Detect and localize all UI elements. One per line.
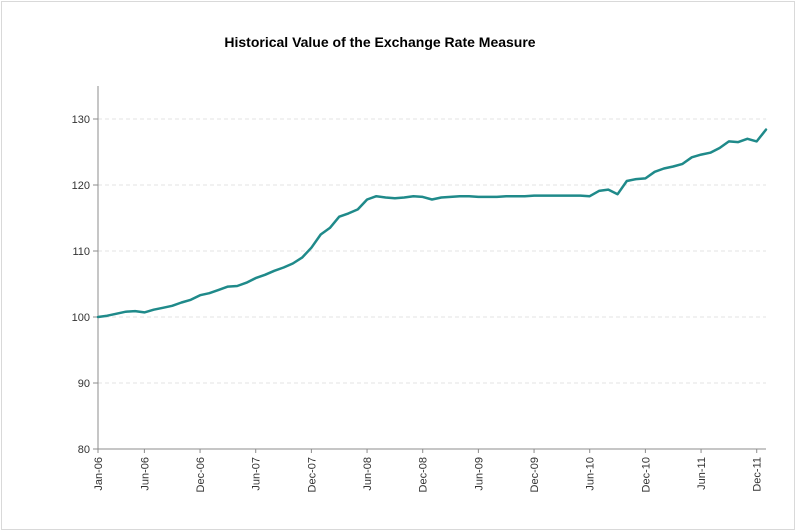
y-tick-labels: 80 90 100 110 120 130 (72, 114, 90, 456)
x-tick-label: Dec-07 (306, 457, 318, 492)
series-line-0 (96, 128, 768, 319)
y-tick-label: 120 (72, 180, 90, 192)
y-tick-label: 110 (72, 246, 90, 258)
x-tick-label: Dec-11 (752, 457, 764, 492)
x-tick-label: Jun-10 (585, 457, 597, 491)
x-tick-labels: Jan-06 Jun-06 Dec-06 Jun-07 Dec-07 Jun-08 Dec-… (93, 457, 764, 492)
x-tick-label: Dec-08 (418, 457, 430, 492)
y-tick-label: 90 (78, 378, 90, 390)
x-tick-label: Dec-09 (529, 457, 541, 492)
grid-lines (98, 118, 766, 384)
x-tick-label: Dec-06 (195, 457, 207, 492)
x-tick-label: Jun-07 (251, 457, 263, 491)
axes (93, 86, 766, 453)
x-tick-label: Dec-10 (640, 457, 652, 492)
y-tick-label: 130 (72, 114, 90, 126)
x-tick-label: Jan-06 (93, 457, 105, 491)
y-tick-label: 100 (72, 312, 90, 324)
chart-title: Historical Value of the Exchange Rate Me… (224, 34, 536, 50)
y-tick-label: 80 (78, 444, 90, 456)
x-tick-label: Jun-06 (139, 457, 151, 491)
x-tick-label: Jun-09 (473, 457, 485, 491)
x-tick-label: Jun-11 (696, 457, 708, 490)
series-layer (96, 128, 768, 319)
x-tick-label: Jun-08 (362, 457, 374, 491)
